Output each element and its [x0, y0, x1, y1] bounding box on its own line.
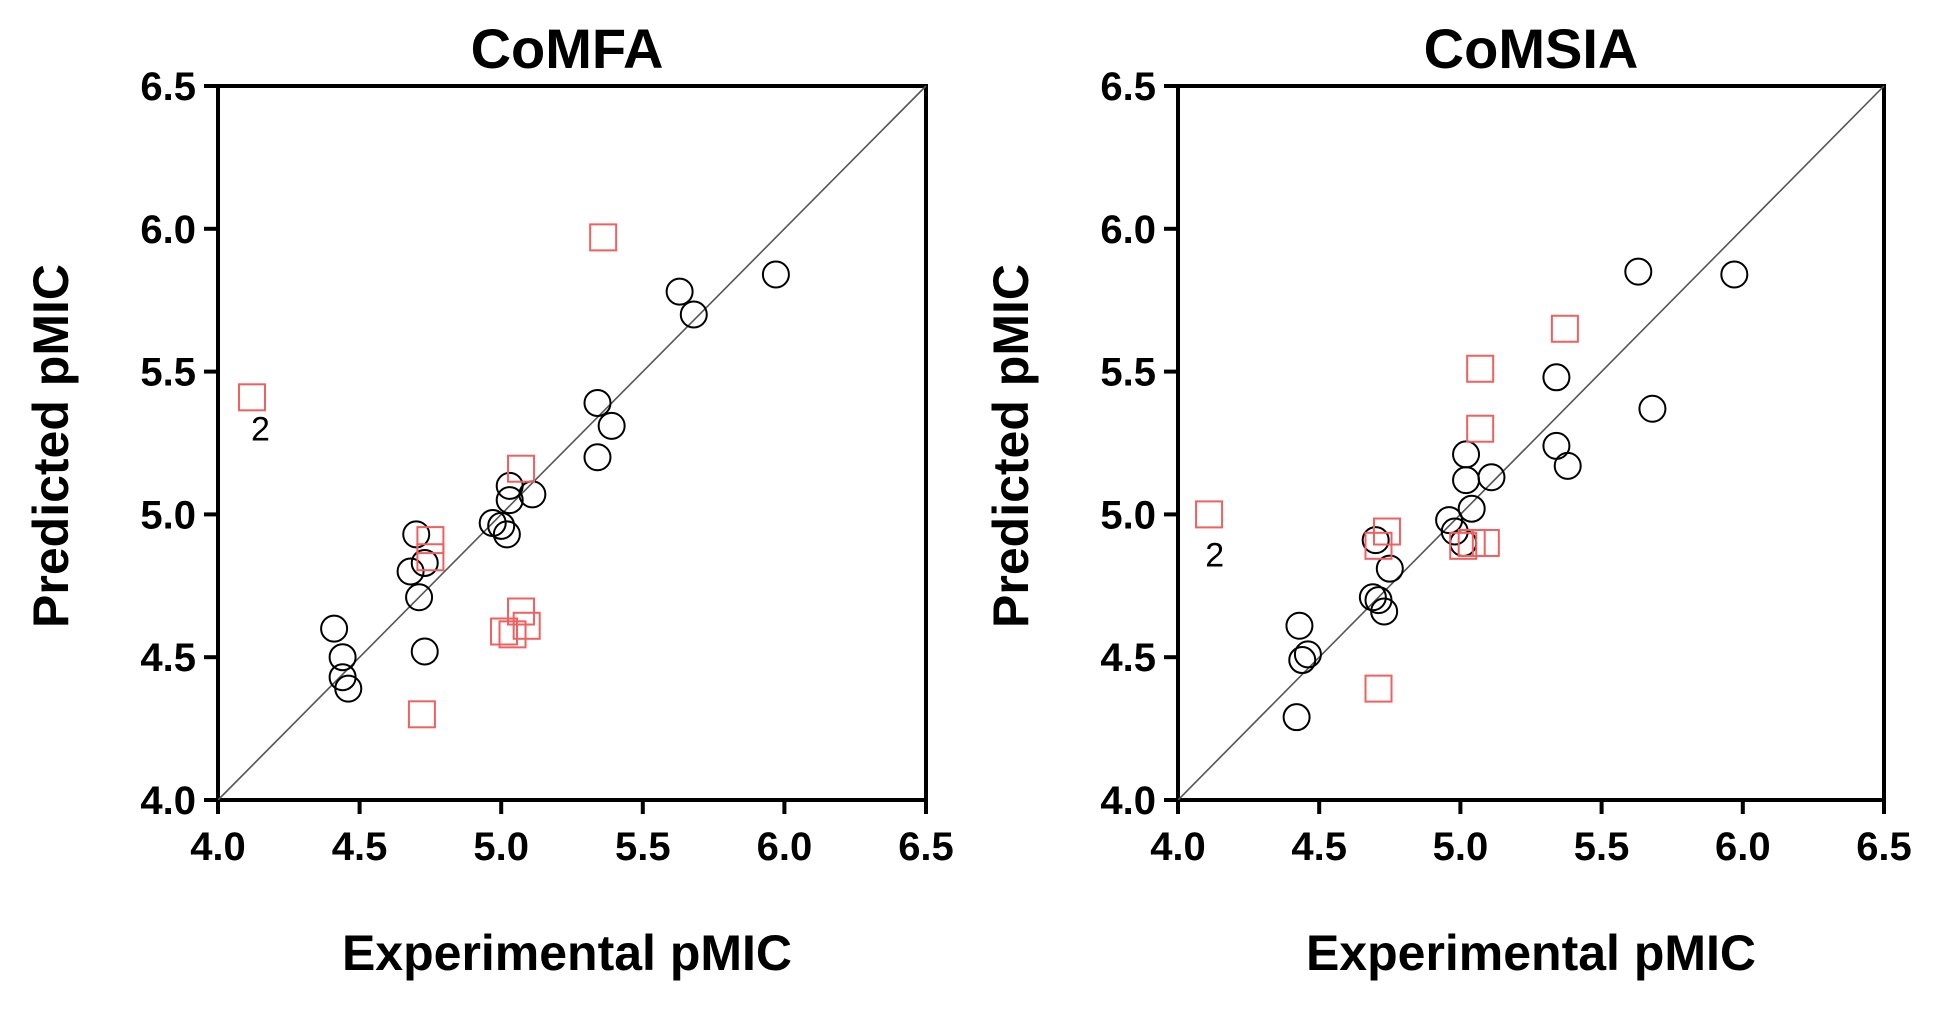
data-point-circle: [328, 643, 357, 672]
x-tick-label: 5.0: [473, 825, 529, 869]
y-tick-label: 4.5: [140, 636, 196, 680]
data-point-square: [507, 597, 536, 626]
y-tick-label: 6.0: [1100, 208, 1156, 252]
data-point-square: [1466, 414, 1495, 443]
data-point-square: [507, 454, 536, 483]
chart-title: CoMFA: [471, 17, 664, 80]
data-point-square: [1364, 531, 1393, 560]
data-point-circle: [492, 520, 521, 549]
y-tick-label: 4.0: [140, 779, 196, 823]
data-point-circle: [1542, 363, 1571, 392]
point-annotation: 2: [251, 411, 270, 449]
data-point-circle: [1553, 451, 1582, 480]
data-point-circle: [396, 557, 425, 586]
data-point-circle: [1477, 463, 1506, 492]
data-point-square: [1195, 500, 1224, 529]
data-point-circle: [320, 614, 349, 643]
y-tick-label: 5.5: [1100, 351, 1156, 395]
data-point-circle: [1282, 703, 1311, 732]
x-axis-label: Experimental pMIC: [342, 925, 792, 981]
data-point-circle: [597, 411, 626, 440]
y-tick-label: 4.5: [1100, 636, 1156, 680]
point-annotation: 2: [1205, 536, 1224, 574]
y-tick-label: 6.5: [140, 65, 196, 109]
data-point-square: [512, 611, 541, 640]
y-tick-label: 5.0: [140, 493, 196, 537]
x-tick-label: 6.5: [898, 825, 954, 869]
y-axis-label: Predicted pMIC: [983, 264, 1039, 628]
data-point-circle: [1624, 257, 1653, 286]
plot-area: 4.0 4.5 5.0 5.5 6.0 6.5 4.0 4.5 5.0 5.5 6.0 6.5 2: [1100, 65, 1911, 869]
data-point-circle: [1285, 611, 1314, 640]
x-tick-label: 5.5: [615, 825, 671, 869]
data-point-square: [1471, 528, 1500, 557]
y-tick-label: 4.0: [1100, 779, 1156, 823]
x-tick-label: 4.0: [1150, 825, 1206, 869]
x-tick-label: 4.0: [190, 825, 246, 869]
plot-frame: [216, 84, 928, 802]
data-point-square: [1364, 674, 1393, 703]
data-point-circle: [679, 300, 708, 329]
y-axis-label: Predicted pMIC: [23, 264, 79, 628]
data-point-circle: [761, 260, 790, 289]
x-tick-label: 4.5: [332, 825, 388, 869]
data-point-square: [237, 383, 266, 412]
data-point-circle: [665, 277, 694, 306]
x-tick-label: 5.5: [1574, 825, 1630, 869]
data-point-circle: [1457, 494, 1486, 523]
data-point-square: [416, 526, 445, 555]
data-point-circle: [405, 583, 434, 612]
y-tick-label: 5.5: [140, 351, 196, 395]
data-point-circle: [1288, 646, 1317, 675]
data-point-circle: [1638, 394, 1667, 423]
data-point-circle: [583, 389, 612, 418]
data-point-circle: [495, 486, 524, 515]
identity-line: [1177, 85, 1885, 801]
data-point-square: [1372, 517, 1401, 546]
data-point-square: [407, 700, 436, 729]
data-point-square: [498, 620, 527, 649]
y-tick-label: 6.5: [1100, 65, 1156, 109]
data-point-circle: [518, 480, 547, 509]
identity-line: [217, 85, 927, 801]
data-point-circle: [1361, 526, 1390, 555]
data-point-square: [1449, 531, 1478, 560]
data-point-square: [1457, 528, 1486, 557]
data-point-circle: [1293, 640, 1322, 669]
chart-title: CoMSIA: [1424, 17, 1639, 80]
data-point-square: [416, 543, 445, 572]
data-point-square: [1550, 314, 1579, 343]
y-tick-label: 6.0: [140, 208, 196, 252]
chart-panel-comfa: CoMFA Experimental pMIC Predicted pMIC 4…: [23, 17, 954, 981]
data-point-circle: [402, 520, 431, 549]
x-tick-label: 4.5: [1291, 825, 1347, 869]
x-tick-label: 6.5: [1856, 825, 1912, 869]
data-point-circle: [1452, 440, 1481, 469]
data-point-square: [1466, 354, 1495, 383]
data-point-square: [490, 617, 519, 646]
data-point-circle: [334, 674, 363, 703]
data-point-circle: [1358, 583, 1387, 612]
x-tick-label: 6.0: [757, 825, 813, 869]
x-tick-label: 6.0: [1715, 825, 1771, 869]
data-point-circle: [1452, 466, 1481, 495]
data-point-circle: [583, 443, 612, 472]
data-point-circle: [487, 511, 516, 540]
x-axis-label: Experimental pMIC: [1306, 925, 1756, 981]
plot-area: 4.0 4.5 5.0 5.5 6.0 6.5 4.0 4.5 5.0 5.5 6.0 6.5 2: [140, 65, 953, 869]
data-point-circle: [1542, 431, 1571, 460]
x-tick-label: 5.0: [1433, 825, 1489, 869]
chart-panel-comsia: CoMSIA Experimental pMIC Predicted pMIC …: [983, 17, 1912, 981]
data-point-circle: [410, 637, 439, 666]
plot-frame: [1176, 84, 1886, 802]
data-point-square: [589, 223, 618, 252]
data-point-circle: [1370, 597, 1399, 626]
data-point-circle: [410, 548, 439, 577]
y-tick-label: 5.0: [1100, 493, 1156, 537]
data-point-circle: [1720, 260, 1749, 289]
data-point-circle: [1375, 554, 1404, 583]
